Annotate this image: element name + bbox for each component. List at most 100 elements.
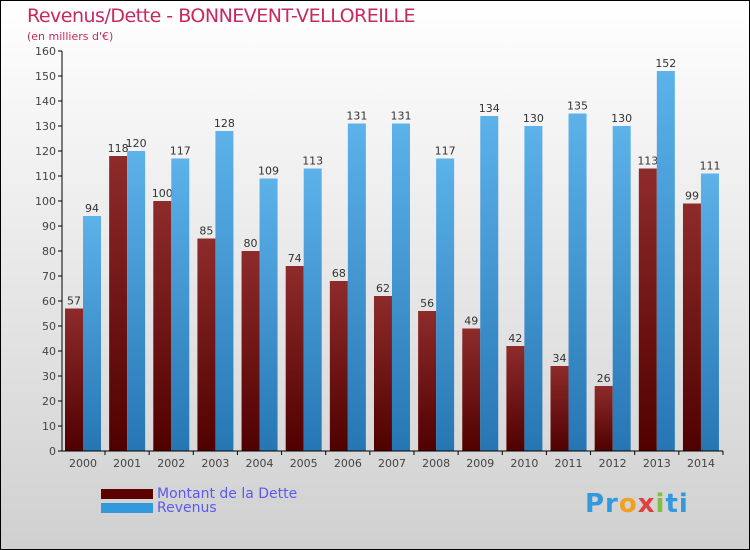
x-tick-label: 2011 bbox=[555, 457, 583, 470]
data-label-dette: 34 bbox=[553, 352, 567, 365]
bar-revenus-2006 bbox=[347, 123, 366, 451]
legend-item-revenus: Revenus bbox=[101, 500, 297, 516]
legend: Montant de la Dette Revenus bbox=[101, 486, 298, 516]
data-label-revenus: 134 bbox=[479, 102, 500, 115]
data-label-revenus: 128 bbox=[214, 117, 235, 130]
bar-revenus-2005 bbox=[303, 168, 322, 451]
x-tick-label: 2006 bbox=[334, 457, 362, 470]
y-tick-label: 50 bbox=[42, 320, 56, 333]
bar-revenus-2003 bbox=[215, 131, 234, 451]
x-tick-label: 2007 bbox=[378, 457, 406, 470]
bar-dette-2002 bbox=[153, 201, 172, 451]
y-tick-label: 30 bbox=[42, 370, 56, 383]
data-label-dette: 62 bbox=[376, 282, 390, 295]
x-tick-label: 2005 bbox=[290, 457, 318, 470]
x-tick-label: 2012 bbox=[599, 457, 627, 470]
bar-dette-2008 bbox=[418, 311, 437, 451]
data-label-revenus: 135 bbox=[567, 100, 588, 113]
bar-dette-2003 bbox=[197, 238, 216, 451]
chart-subtitle: (en milliers d'€) bbox=[27, 30, 114, 43]
legend-label-dette: Montant de la Dette bbox=[157, 486, 298, 502]
data-label-dette: 99 bbox=[685, 190, 699, 203]
bar-revenus-2002 bbox=[171, 158, 190, 451]
data-label-dette: 57 bbox=[67, 295, 81, 308]
data-label-dette: 26 bbox=[597, 372, 611, 385]
legend-label-revenus: Revenus bbox=[157, 500, 217, 516]
bar-dette-2009 bbox=[462, 328, 481, 451]
data-label-revenus: 111 bbox=[699, 160, 720, 173]
bar-dette-2011 bbox=[550, 366, 569, 451]
y-tick-label: 130 bbox=[35, 120, 56, 133]
legend-item-dette: Montant de la Dette bbox=[101, 486, 298, 502]
x-tick-label: 2001 bbox=[113, 457, 141, 470]
bar-dette-2014 bbox=[682, 203, 701, 451]
bar-revenus-2001 bbox=[127, 151, 146, 451]
chart-title: Revenus/Dette - BONNEVENT-VELLOREILLE bbox=[27, 5, 416, 27]
data-label-revenus: 131 bbox=[346, 110, 367, 123]
data-label-dette: 80 bbox=[244, 237, 258, 250]
legend-swatch-revenus bbox=[101, 503, 153, 513]
x-tick-label: 2014 bbox=[687, 457, 715, 470]
bar-dette-2004 bbox=[241, 251, 260, 451]
bar-dette-2005 bbox=[285, 266, 304, 451]
x-tick-label: 2013 bbox=[643, 457, 671, 470]
y-tick-label: 60 bbox=[42, 295, 56, 308]
y-tick-label: 90 bbox=[42, 220, 56, 233]
bar-revenus-2010 bbox=[524, 126, 543, 451]
data-label-dette: 42 bbox=[508, 332, 522, 345]
data-label-revenus: 94 bbox=[85, 202, 99, 215]
y-tick-label: 100 bbox=[35, 195, 56, 208]
data-label-revenus: 117 bbox=[435, 145, 456, 158]
x-tick-label: 2002 bbox=[157, 457, 185, 470]
y-tick-label: 160 bbox=[35, 45, 56, 58]
bar-revenus-2009 bbox=[480, 116, 499, 451]
bar-dette-2012 bbox=[594, 386, 613, 451]
bar-revenus-2011 bbox=[568, 113, 587, 451]
x-tick-label: 2010 bbox=[510, 457, 538, 470]
bar-dette-2001 bbox=[109, 156, 128, 451]
bar-revenus-2004 bbox=[259, 178, 278, 451]
data-label-dette: 113 bbox=[637, 155, 658, 168]
y-tick-label: 150 bbox=[35, 70, 56, 83]
bar-dette-2010 bbox=[506, 346, 525, 451]
y-tick-label: 120 bbox=[35, 145, 56, 158]
y-tick-label: 0 bbox=[49, 445, 56, 458]
x-tick-label: 2003 bbox=[201, 457, 229, 470]
x-tick-label: 2008 bbox=[422, 457, 450, 470]
data-label-dette: 74 bbox=[288, 252, 302, 265]
data-label-dette: 100 bbox=[152, 187, 173, 200]
y-tick-label: 80 bbox=[42, 245, 56, 258]
bar-dette-2006 bbox=[329, 281, 348, 451]
data-label-dette: 56 bbox=[420, 297, 434, 310]
x-tick-label: 2004 bbox=[246, 457, 274, 470]
data-label-revenus: 120 bbox=[126, 137, 147, 150]
data-label-revenus: 117 bbox=[170, 145, 191, 158]
data-label-revenus: 109 bbox=[258, 165, 279, 178]
data-label-revenus: 152 bbox=[655, 57, 676, 70]
data-label-revenus: 131 bbox=[390, 110, 411, 123]
x-tick-label: 2000 bbox=[69, 457, 97, 470]
data-label-dette: 49 bbox=[464, 315, 478, 328]
data-label-dette: 118 bbox=[108, 142, 129, 155]
bar-revenus-2014 bbox=[700, 173, 719, 451]
data-label-revenus: 130 bbox=[611, 112, 632, 125]
legend-swatch-dette bbox=[101, 489, 153, 499]
proxiti-logo: Proxiti bbox=[585, 489, 689, 519]
bar-revenus-2008 bbox=[436, 158, 455, 451]
bar-revenus-2007 bbox=[391, 123, 410, 451]
x-tick-label: 2009 bbox=[466, 457, 494, 470]
bar-revenus-2000 bbox=[83, 216, 101, 451]
data-label-revenus: 113 bbox=[302, 155, 323, 168]
bar-revenus-2013 bbox=[656, 71, 675, 451]
y-tick-label: 140 bbox=[35, 95, 56, 108]
y-tick-label: 40 bbox=[42, 345, 56, 358]
bar-dette-2013 bbox=[638, 168, 657, 451]
data-label-dette: 68 bbox=[332, 267, 346, 280]
y-tick-label: 10 bbox=[42, 420, 56, 433]
data-label-revenus: 130 bbox=[523, 112, 544, 125]
y-tick-label: 70 bbox=[42, 270, 56, 283]
bar-dette-2007 bbox=[373, 296, 392, 451]
y-tick-label: 20 bbox=[42, 395, 56, 408]
